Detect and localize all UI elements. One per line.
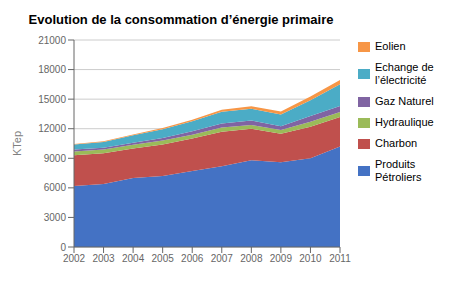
svg-text:2004: 2004 bbox=[122, 253, 145, 264]
svg-text:15000: 15000 bbox=[38, 94, 66, 105]
svg-text:2005: 2005 bbox=[152, 253, 175, 264]
svg-text:0: 0 bbox=[60, 242, 66, 253]
svg-text:21000: 21000 bbox=[38, 35, 66, 46]
html-text:Eolien: Eolien bbox=[375, 40, 406, 52]
html-text:Echange de l’électricité: Echange de l’électricité bbox=[375, 61, 434, 86]
html-text:Gaz Naturel: Gaz Naturel bbox=[375, 95, 434, 107]
svg-text:18000: 18000 bbox=[38, 64, 66, 75]
svg-text:2009: 2009 bbox=[270, 253, 293, 264]
svg-text:KTep: KTep bbox=[11, 131, 23, 156]
svg-text:9000: 9000 bbox=[44, 153, 67, 164]
svg-text:2007: 2007 bbox=[211, 253, 234, 264]
svg-text:3000: 3000 bbox=[44, 212, 67, 223]
html-text:Hydraulique: Hydraulique bbox=[375, 116, 434, 128]
html-text:Produits Pétroliers: Produits Pétroliers bbox=[375, 158, 422, 183]
svg-text:2003: 2003 bbox=[92, 253, 115, 264]
html-text:Evolution de la consommation d: Evolution de la consommation d’énergie p… bbox=[28, 12, 334, 27]
svg-text:2002: 2002 bbox=[63, 253, 86, 264]
html-text:Charbon: Charbon bbox=[375, 137, 418, 149]
svg-text:6000: 6000 bbox=[44, 182, 67, 193]
svg-text:2008: 2008 bbox=[240, 253, 263, 264]
svg-text:2010: 2010 bbox=[299, 253, 322, 264]
svg-text:12000: 12000 bbox=[38, 123, 66, 134]
svg-text:2006: 2006 bbox=[181, 253, 204, 264]
svg-text:2011: 2011 bbox=[329, 253, 351, 264]
